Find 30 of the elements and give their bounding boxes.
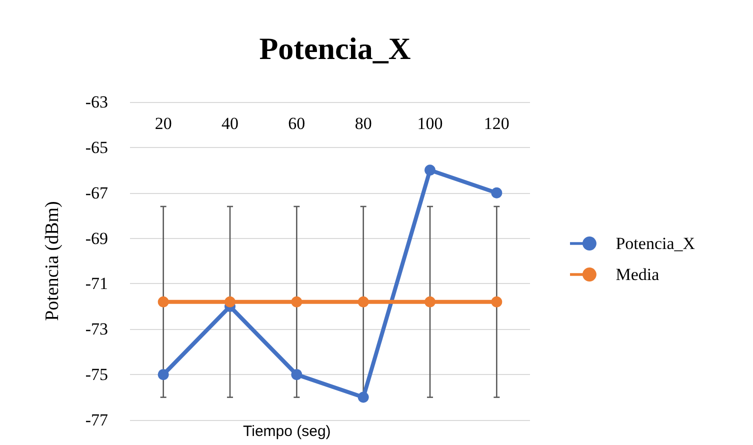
- point: [491, 296, 502, 308]
- x-tick-label: 80: [354, 114, 372, 133]
- point: [358, 296, 369, 308]
- point: [291, 296, 302, 308]
- y-tick-label: -63: [85, 92, 108, 112]
- y-tick-label: -75: [85, 365, 108, 384]
- y-tick-label: -69: [85, 228, 108, 248]
- y-tick-label: -71: [85, 274, 108, 294]
- x-axis-title: Tiempo (seg): [243, 423, 331, 440]
- x-tick-label: 120: [484, 114, 510, 133]
- point: [424, 164, 436, 176]
- point: [291, 369, 302, 380]
- y-axis-title: Potencia (dBm): [42, 201, 63, 321]
- y-tick-label: -67: [85, 183, 108, 202]
- point: [491, 187, 502, 198]
- y-tick-label: -77: [85, 410, 108, 430]
- legend-label: Potencia_X: [616, 234, 696, 253]
- y-tick-label: -65: [85, 138, 108, 157]
- point: [158, 296, 169, 308]
- x-tick-label: 20: [154, 114, 172, 133]
- point: [158, 369, 169, 380]
- chart-title: Potencia_X: [259, 31, 412, 66]
- x-tick-label: 60: [288, 114, 306, 133]
- x-tick-label: 40: [222, 114, 238, 133]
- legend-label: Media: [616, 265, 660, 284]
- point: [358, 392, 369, 403]
- point: [224, 296, 236, 308]
- point: [424, 296, 436, 308]
- y-tick-label: -73: [85, 320, 108, 339]
- x-tick-label: 100: [417, 114, 443, 133]
